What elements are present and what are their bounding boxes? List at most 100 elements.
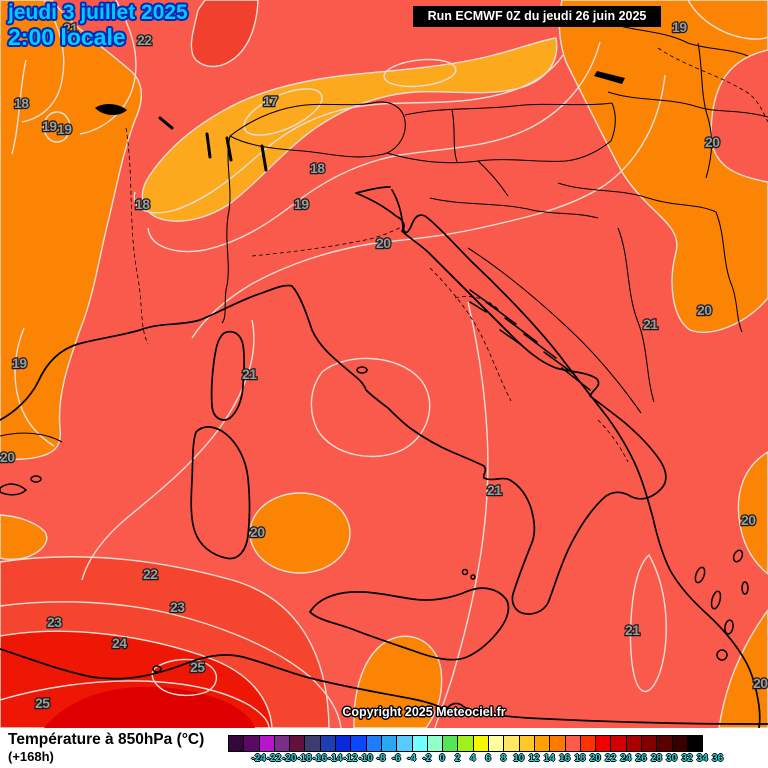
lake-balaton: [594, 71, 625, 84]
color-scale-cell: [626, 736, 643, 751]
color-scale-tick: -10: [358, 753, 373, 764]
temperature-fill-regions: [0, 0, 768, 728]
color-scale-tick: -6: [391, 753, 401, 764]
field-18-20-south-sardinia: [249, 492, 351, 574]
field-16-18-alps: [141, 37, 558, 222]
forecast-time: 2:00 locale: [8, 23, 126, 50]
color-scale-cell: [290, 736, 306, 751]
color-scale-cell: [351, 736, 367, 751]
coast-sardinia: [190, 426, 251, 560]
isotherm-value-label: 17: [263, 93, 278, 109]
color-scale-tick: 22: [604, 753, 617, 764]
field-22-24-top: [190, 0, 259, 68]
isotherm-value-label: 23: [47, 614, 62, 630]
field-18-20-bottom-right: [718, 608, 768, 728]
color-scale-tick: 24: [620, 753, 632, 764]
color-scale-cell: [381, 736, 398, 751]
color-scale-cell: [580, 736, 597, 751]
color-scale-cell: [397, 736, 413, 751]
coast-balearics: [0, 483, 28, 496]
isotherm-value-label: 18: [14, 95, 29, 111]
island-pantelleria: [152, 665, 162, 673]
isotherm-value-label: 24: [112, 635, 127, 651]
field-25-plus-core: [44, 686, 255, 728]
color-scale-cell: [550, 736, 566, 751]
copyright-notice: Copyright 2025 Meteociel.fr: [342, 705, 506, 719]
field-18-20-west-small: [0, 514, 48, 561]
isotherm-value-label: 22: [137, 32, 152, 48]
greek-islands: [694, 549, 749, 661]
color-scale-tick: -24: [251, 753, 266, 764]
isotherm-value-label: 25: [190, 659, 205, 675]
color-scale-cell: [305, 736, 321, 751]
color-scale-tick: 36: [712, 753, 724, 764]
color-scale-tick: -8: [376, 753, 386, 764]
color-scale-tick: 2: [454, 753, 461, 764]
forecast-date: jeudi 3 juillet 2025: [8, 1, 188, 24]
color-scale-cell: [427, 736, 444, 751]
color-scale-cell: [642, 736, 658, 751]
island-malta: [461, 568, 469, 576]
color-scale-cell: [489, 736, 505, 751]
color-scale-tick: -12: [343, 753, 358, 764]
color-scale-tick: 10: [513, 753, 525, 764]
color-scale-cell: [611, 736, 627, 751]
color-scale-cell: [336, 736, 352, 751]
isotherm-value-label: 18: [135, 196, 150, 212]
isotherm-value-label: 18: [310, 160, 325, 176]
isotherm-value-label: 20: [376, 235, 391, 251]
color-scale-bar: [228, 735, 703, 752]
field-18-20-south-sicily: [353, 635, 443, 728]
color-scale-tick: -4: [407, 753, 417, 764]
isotherm-value-label: 20: [697, 302, 712, 318]
field-18-20-west: [0, 0, 143, 461]
coast-istria-balkans: [391, 189, 761, 728]
isotherm-value-label: 20: [0, 449, 15, 465]
coast-mainland-italy: [0, 186, 667, 615]
island-elba: [356, 366, 368, 374]
isotherm-value-label: 19: [12, 355, 27, 371]
field-18-20-right-edge: [737, 451, 768, 575]
model-run-banner: Run ECMWF 0Z du jeudi 26 juin 2025: [413, 6, 661, 27]
color-scale-cell: [259, 736, 275, 751]
coast-north-africa: [0, 648, 768, 725]
color-scale-tick: -14: [327, 753, 343, 764]
color-scale-cell: [443, 736, 459, 751]
color-scale-cell: [274, 736, 291, 751]
isotherm-value-label: 19: [42, 118, 57, 134]
color-scale-tick: 16: [559, 753, 571, 764]
isotherm-value-label: 20: [705, 134, 720, 150]
isotherm-value-label: 19: [294, 196, 309, 212]
forecast-lead-time: (+168h): [8, 749, 54, 764]
color-scale-tick: 8: [500, 753, 507, 764]
isotherm-value-label: 25: [35, 695, 50, 711]
coast-corsica: [210, 330, 245, 421]
coastlines: [0, 186, 768, 728]
isotherm-value-label: 21: [63, 20, 78, 36]
isotherm-value-label: 21: [625, 622, 640, 638]
color-scale-cell: [473, 736, 490, 751]
color-scale-tick: 34: [696, 753, 708, 764]
alpine-lakes: [95, 71, 625, 172]
color-scale-tick: 12: [528, 753, 540, 764]
isotherm-value-label: 19: [672, 19, 687, 35]
color-scale-tick: 28: [650, 753, 662, 764]
isotherm-value-label: 23: [170, 599, 185, 615]
legend-panel: Température à 850hPa (°C) (+168h) -24 -22…: [0, 728, 768, 768]
color-scale-cell: [412, 736, 428, 751]
rivers-and-region-lines: [125, 47, 768, 463]
lake-geneva: [95, 104, 127, 116]
temperature-map: 21 22 18 19 19 17 18 18 19 20 19 20 20 21 19 21 20 21 20 20…: [0, 0, 768, 728]
color-scale-cell: [534, 736, 551, 751]
lake-maggiore: [205, 132, 212, 159]
color-scale-cell: [366, 736, 382, 751]
color-scale-cell: [687, 736, 703, 751]
isotherm-value-label: 20: [741, 512, 756, 528]
color-scale-cell: [565, 736, 581, 751]
color-scale-tick: -16: [312, 753, 328, 764]
isotherm-value-label: 21: [487, 482, 502, 498]
color-scale-cell: [229, 736, 245, 751]
